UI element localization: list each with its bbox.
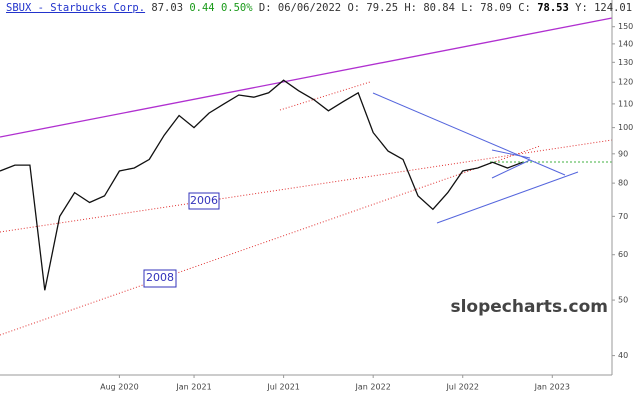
y-tick-label: 130 bbox=[618, 58, 633, 67]
annotation-box bbox=[188, 192, 220, 210]
x-tick-label: Aug 2020 bbox=[100, 383, 139, 392]
quote-header: SBUX - Starbucks Corp. 87.03 0.44 0.50% … bbox=[6, 2, 632, 14]
ohlc-label: L: bbox=[461, 2, 474, 14]
y-tick-label: 80 bbox=[618, 179, 628, 188]
trendline bbox=[491, 149, 531, 159]
ohlc-label: H: bbox=[404, 2, 418, 14]
trendline bbox=[0, 139, 613, 233]
ohlc-value: 78.09 bbox=[480, 2, 512, 14]
symbol[interactable]: SBUX - Starbucks Corp. bbox=[6, 2, 146, 14]
date-label: D: bbox=[258, 2, 272, 14]
annotation: 2006 bbox=[190, 194, 218, 207]
annotation-box bbox=[143, 269, 177, 288]
date: 06/06/2022 bbox=[277, 2, 342, 14]
trendline bbox=[372, 92, 566, 176]
annotation: 2008 bbox=[146, 271, 174, 284]
y-tick-label: 150 bbox=[618, 22, 633, 31]
x-tick-label: Jan 2021 bbox=[175, 383, 211, 392]
trendline bbox=[436, 171, 579, 224]
last: 87.03 bbox=[151, 2, 184, 14]
y-tick-label: 140 bbox=[618, 39, 633, 48]
ohlc-value: 124.01 bbox=[594, 2, 633, 14]
x-tick-label: Jan 2022 bbox=[355, 383, 391, 392]
y-tick-label: 60 bbox=[618, 250, 628, 259]
y-tick-label: 100 bbox=[618, 123, 633, 132]
y-tick-label: 40 bbox=[618, 351, 628, 360]
ohlc-label: O: bbox=[347, 2, 361, 14]
trendline bbox=[0, 17, 613, 138]
x-tick-label: Jul 2021 bbox=[266, 383, 300, 392]
y-tick-label: 120 bbox=[618, 78, 633, 87]
y-tick-label: 50 bbox=[618, 296, 628, 305]
x-tick-label: Jan 2023 bbox=[534, 383, 570, 392]
ohlc-value: 80.84 bbox=[423, 2, 455, 14]
trendline bbox=[279, 81, 371, 111]
ohlc-label: C: bbox=[518, 2, 531, 14]
price-line bbox=[0, 79, 523, 291]
y-tick-label: 90 bbox=[618, 149, 628, 158]
y-tick-label: 110 bbox=[618, 99, 633, 108]
ohlc: O: 79.25 H: 80.84 L: 78.09 C: 78.53 Y: 1… bbox=[347, 2, 632, 14]
x-tick-label: Jul 2022 bbox=[445, 383, 479, 392]
trendline bbox=[491, 159, 531, 179]
y-tick-label: 70 bbox=[618, 212, 628, 221]
ohlc-value: 79.25 bbox=[366, 2, 399, 14]
change: 0.44 bbox=[189, 2, 215, 14]
ohlc-value: 78.53 bbox=[537, 2, 569, 14]
ohlc-label: Y: bbox=[575, 2, 588, 14]
change-pct: 0.50% bbox=[220, 2, 253, 14]
watermark: slopecharts.com bbox=[450, 297, 608, 317]
